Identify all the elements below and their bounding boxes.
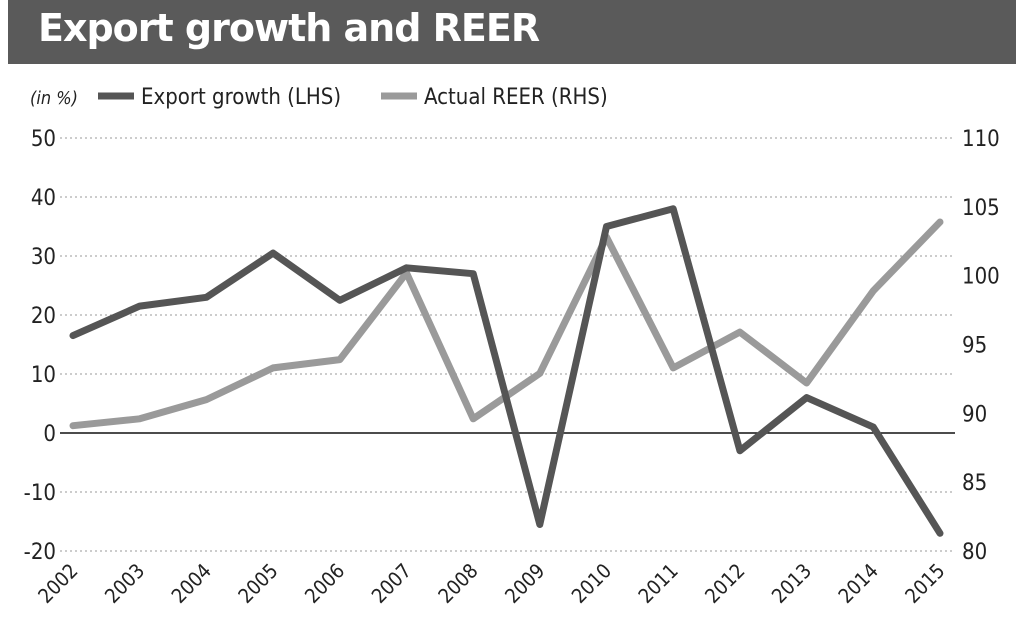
left-tick-label: 50 [31, 127, 56, 152]
legend-label-export: Export growth (LHS) [141, 85, 341, 110]
x-tick-label: 2005 [233, 559, 282, 608]
series-lines [69, 205, 944, 537]
right-axis: 110 105 100 95 90 85 80 [962, 127, 1000, 565]
left-tick-label: 10 [31, 363, 56, 388]
right-tick-label: 100 [962, 265, 1000, 290]
x-tick-label: 2002 [33, 559, 82, 608]
left-tick-label: 0 [43, 422, 56, 447]
x-tick-label: 2011 [633, 559, 682, 608]
x-tick-label: 2014 [834, 559, 883, 608]
x-tick-label: 2010 [567, 559, 616, 608]
right-tick-label: 90 [962, 402, 987, 427]
x-tick-label: 2012 [700, 559, 749, 608]
x-tick-label: 2013 [767, 559, 816, 608]
x-tick-label: 2007 [367, 559, 416, 608]
left-tick-label: 30 [31, 245, 56, 270]
gridlines [60, 137, 955, 552]
x-tick-label: 2008 [433, 559, 482, 608]
right-tick-label: 80 [962, 540, 987, 565]
x-tick-label: 2009 [500, 559, 549, 608]
left-tick-label: -10 [24, 481, 56, 506]
legend-label-reer: Actual REER (RHS) [424, 85, 608, 110]
left-tick-label: -20 [24, 540, 56, 565]
right-tick-label: 85 [962, 471, 987, 496]
x-axis: 2002 2003 2004 2005 2006 2007 2008 2009 2010 2011… [33, 559, 949, 608]
left-axis: 50 40 30 20 10 0 -10 -20 [24, 127, 56, 565]
title-bar: Export growth and REER [8, 0, 1016, 64]
chart-title: Export growth and REER [38, 6, 540, 50]
export-growth-line [69, 205, 944, 537]
right-tick-label: 110 [962, 127, 1000, 152]
left-tick-label: 40 [31, 186, 56, 211]
right-tick-label: 95 [962, 334, 987, 359]
left-tick-label: 20 [31, 304, 56, 329]
x-tick-label: 2003 [100, 559, 149, 608]
x-tick-label: 2004 [167, 559, 216, 608]
right-tick-label: 105 [962, 196, 1000, 221]
x-tick-label: 2006 [300, 559, 349, 608]
x-tick-label: 2015 [900, 559, 949, 608]
unit-label: (in %) [30, 88, 78, 109]
